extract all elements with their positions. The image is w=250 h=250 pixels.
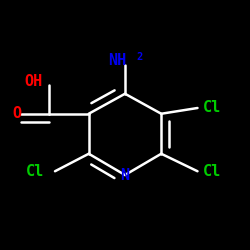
Text: OH: OH	[24, 74, 42, 90]
Text: Cl: Cl	[26, 164, 44, 179]
Text: N: N	[120, 168, 130, 182]
Text: NH: NH	[108, 53, 126, 68]
Text: Cl: Cl	[202, 100, 221, 116]
Text: 2: 2	[136, 52, 142, 62]
Text: Cl: Cl	[202, 164, 221, 179]
Text: O: O	[12, 106, 22, 121]
